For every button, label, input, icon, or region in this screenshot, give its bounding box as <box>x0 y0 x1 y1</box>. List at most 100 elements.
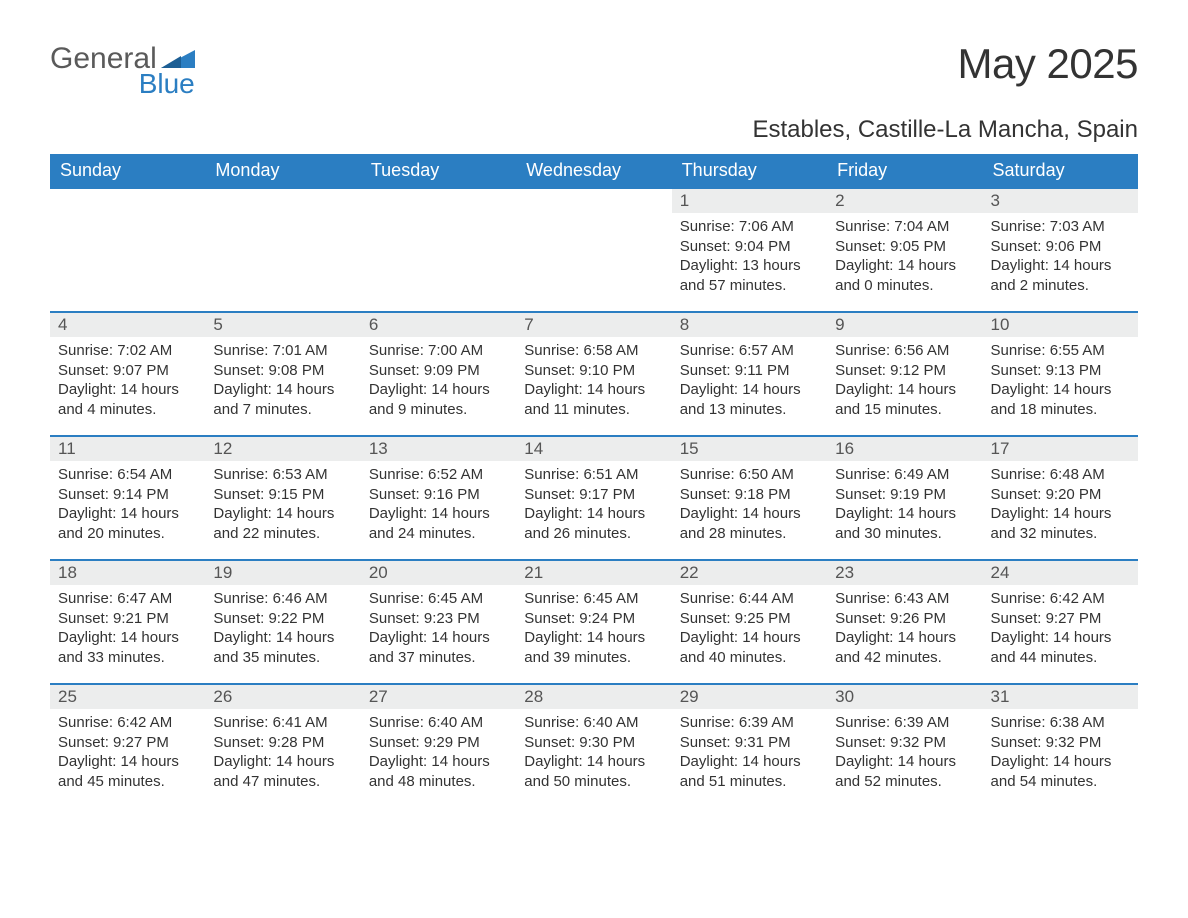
calendar-cell: 16Sunrise: 6:49 AMSunset: 9:19 PMDayligh… <box>827 436 982 560</box>
day-number: 24 <box>983 561 1138 585</box>
header: General Blue May 2025 <box>50 40 1138 98</box>
sunset-line: Sunset: 9:06 PM <box>991 237 1130 257</box>
sunrise-line: Sunrise: 6:40 AM <box>524 713 663 733</box>
calendar-cell: 31Sunrise: 6:38 AMSunset: 9:32 PMDayligh… <box>983 684 1138 808</box>
day-data: Sunrise: 6:40 AMSunset: 9:29 PMDaylight:… <box>361 709 516 799</box>
calendar-cell: 13Sunrise: 6:52 AMSunset: 9:16 PMDayligh… <box>361 436 516 560</box>
calendar-cell: 27Sunrise: 6:40 AMSunset: 9:29 PMDayligh… <box>361 684 516 808</box>
daylight-line: Daylight: 14 hours and 54 minutes. <box>991 752 1130 791</box>
sunset-line: Sunset: 9:04 PM <box>680 237 819 257</box>
calendar-cell: .. <box>361 188 516 312</box>
day-number: 20 <box>361 561 516 585</box>
daylight-line: Daylight: 14 hours and 11 minutes. <box>524 380 663 419</box>
sunset-line: Sunset: 9:23 PM <box>369 609 508 629</box>
day-number: 29 <box>672 685 827 709</box>
daylight-line: Daylight: 14 hours and 2 minutes. <box>991 256 1130 295</box>
sunrise-line: Sunrise: 6:47 AM <box>58 589 197 609</box>
sunset-line: Sunset: 9:20 PM <box>991 485 1130 505</box>
daylight-line: Daylight: 14 hours and 26 minutes. <box>524 504 663 543</box>
day-number: 12 <box>205 437 360 461</box>
sunrise-line: Sunrise: 6:44 AM <box>680 589 819 609</box>
calendar-cell: 19Sunrise: 6:46 AMSunset: 9:22 PMDayligh… <box>205 560 360 684</box>
weekday-header: Sunday <box>50 154 205 188</box>
sunset-line: Sunset: 9:05 PM <box>835 237 974 257</box>
calendar-cell: 9Sunrise: 6:56 AMSunset: 9:12 PMDaylight… <box>827 312 982 436</box>
day-number: 27 <box>361 685 516 709</box>
daylight-line: Daylight: 13 hours and 57 minutes. <box>680 256 819 295</box>
calendar-cell: 7Sunrise: 6:58 AMSunset: 9:10 PMDaylight… <box>516 312 671 436</box>
day-data: Sunrise: 7:00 AMSunset: 9:09 PMDaylight:… <box>361 337 516 427</box>
calendar-cell: 17Sunrise: 6:48 AMSunset: 9:20 PMDayligh… <box>983 436 1138 560</box>
calendar-cell: 18Sunrise: 6:47 AMSunset: 9:21 PMDayligh… <box>50 560 205 684</box>
daylight-line: Daylight: 14 hours and 33 minutes. <box>58 628 197 667</box>
calendar-cell: .. <box>50 188 205 312</box>
calendar-cell: 5Sunrise: 7:01 AMSunset: 9:08 PMDaylight… <box>205 312 360 436</box>
calendar-cell: 23Sunrise: 6:43 AMSunset: 9:26 PMDayligh… <box>827 560 982 684</box>
sunset-line: Sunset: 9:25 PM <box>680 609 819 629</box>
calendar-week: 4Sunrise: 7:02 AMSunset: 9:07 PMDaylight… <box>50 312 1138 436</box>
calendar-week: 11Sunrise: 6:54 AMSunset: 9:14 PMDayligh… <box>50 436 1138 560</box>
weekday-header: Saturday <box>983 154 1138 188</box>
day-data: Sunrise: 6:58 AMSunset: 9:10 PMDaylight:… <box>516 337 671 427</box>
sunset-line: Sunset: 9:27 PM <box>991 609 1130 629</box>
sunset-line: Sunset: 9:28 PM <box>213 733 352 753</box>
day-number: 6 <box>361 313 516 337</box>
calendar-cell: 20Sunrise: 6:45 AMSunset: 9:23 PMDayligh… <box>361 560 516 684</box>
calendar-cell: 30Sunrise: 6:39 AMSunset: 9:32 PMDayligh… <box>827 684 982 808</box>
daylight-line: Daylight: 14 hours and 32 minutes. <box>991 504 1130 543</box>
sunrise-line: Sunrise: 6:58 AM <box>524 341 663 361</box>
daylight-line: Daylight: 14 hours and 22 minutes. <box>213 504 352 543</box>
sunset-line: Sunset: 9:11 PM <box>680 361 819 381</box>
day-data: Sunrise: 6:53 AMSunset: 9:15 PMDaylight:… <box>205 461 360 551</box>
day-number: 13 <box>361 437 516 461</box>
calendar-cell: .. <box>516 188 671 312</box>
logo-text: General Blue <box>50 40 195 98</box>
sunset-line: Sunset: 9:08 PM <box>213 361 352 381</box>
calendar-cell: 11Sunrise: 6:54 AMSunset: 9:14 PMDayligh… <box>50 436 205 560</box>
day-data: Sunrise: 7:04 AMSunset: 9:05 PMDaylight:… <box>827 213 982 303</box>
sunset-line: Sunset: 9:21 PM <box>58 609 197 629</box>
day-number: 16 <box>827 437 982 461</box>
daylight-line: Daylight: 14 hours and 15 minutes. <box>835 380 974 419</box>
calendar-week: 18Sunrise: 6:47 AMSunset: 9:21 PMDayligh… <box>50 560 1138 684</box>
day-data: Sunrise: 6:41 AMSunset: 9:28 PMDaylight:… <box>205 709 360 799</box>
day-number: 8 <box>672 313 827 337</box>
calendar-cell: 22Sunrise: 6:44 AMSunset: 9:25 PMDayligh… <box>672 560 827 684</box>
day-number: 28 <box>516 685 671 709</box>
day-number: 11 <box>50 437 205 461</box>
daylight-line: Daylight: 14 hours and 39 minutes. <box>524 628 663 667</box>
daylight-line: Daylight: 14 hours and 51 minutes. <box>680 752 819 791</box>
sunrise-line: Sunrise: 6:42 AM <box>58 713 197 733</box>
day-data: Sunrise: 6:56 AMSunset: 9:12 PMDaylight:… <box>827 337 982 427</box>
calendar-body: ........1Sunrise: 7:06 AMSunset: 9:04 PM… <box>50 188 1138 808</box>
calendar-cell: 3Sunrise: 7:03 AMSunset: 9:06 PMDaylight… <box>983 188 1138 312</box>
sunrise-line: Sunrise: 6:55 AM <box>991 341 1130 361</box>
weekday-header: Friday <box>827 154 982 188</box>
sunrise-line: Sunrise: 6:46 AM <box>213 589 352 609</box>
daylight-line: Daylight: 14 hours and 28 minutes. <box>680 504 819 543</box>
sunset-line: Sunset: 9:07 PM <box>58 361 197 381</box>
sunrise-line: Sunrise: 6:42 AM <box>991 589 1130 609</box>
sunrise-line: Sunrise: 7:03 AM <box>991 217 1130 237</box>
sunrise-line: Sunrise: 7:02 AM <box>58 341 197 361</box>
title-block: May 2025 <box>958 40 1138 88</box>
sunrise-line: Sunrise: 7:04 AM <box>835 217 974 237</box>
day-number: 7 <box>516 313 671 337</box>
calendar-cell: 6Sunrise: 7:00 AMSunset: 9:09 PMDaylight… <box>361 312 516 436</box>
day-data: Sunrise: 6:45 AMSunset: 9:24 PMDaylight:… <box>516 585 671 675</box>
day-data: Sunrise: 6:38 AMSunset: 9:32 PMDaylight:… <box>983 709 1138 799</box>
calendar-table: SundayMondayTuesdayWednesdayThursdayFrid… <box>50 154 1138 808</box>
day-data: Sunrise: 6:45 AMSunset: 9:23 PMDaylight:… <box>361 585 516 675</box>
daylight-line: Daylight: 14 hours and 7 minutes. <box>213 380 352 419</box>
daylight-line: Daylight: 14 hours and 4 minutes. <box>58 380 197 419</box>
sunset-line: Sunset: 9:31 PM <box>680 733 819 753</box>
daylight-line: Daylight: 14 hours and 45 minutes. <box>58 752 197 791</box>
sunset-line: Sunset: 9:24 PM <box>524 609 663 629</box>
day-data: Sunrise: 6:39 AMSunset: 9:32 PMDaylight:… <box>827 709 982 799</box>
sunset-line: Sunset: 9:09 PM <box>369 361 508 381</box>
daylight-line: Daylight: 14 hours and 42 minutes. <box>835 628 974 667</box>
sunset-line: Sunset: 9:27 PM <box>58 733 197 753</box>
day-number: 25 <box>50 685 205 709</box>
sunrise-line: Sunrise: 6:43 AM <box>835 589 974 609</box>
sunset-line: Sunset: 9:22 PM <box>213 609 352 629</box>
